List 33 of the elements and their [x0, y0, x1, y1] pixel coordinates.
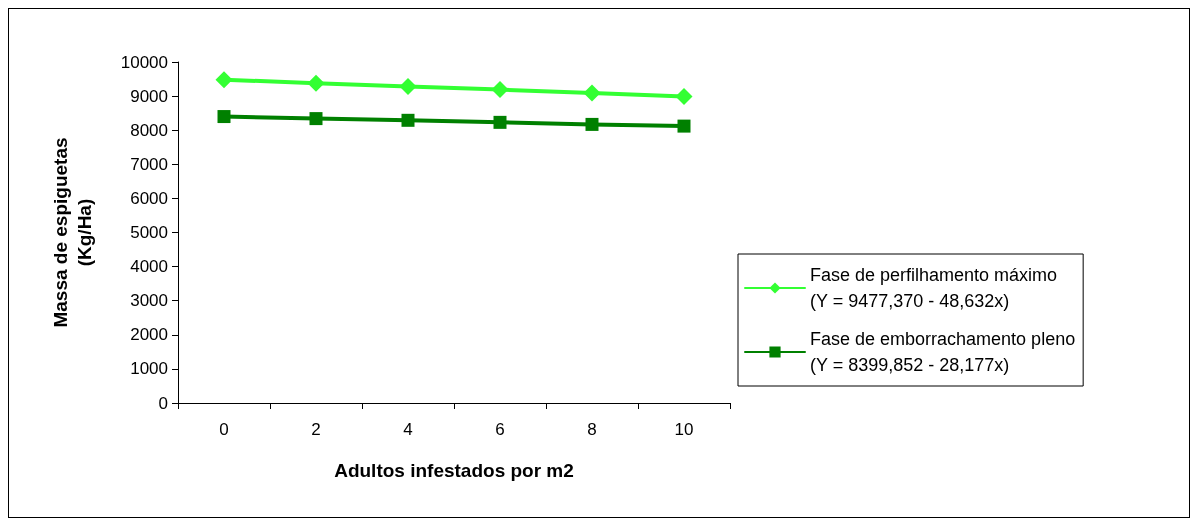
x-tick-label: 2: [311, 420, 321, 439]
x-tick-label: 6: [495, 420, 505, 439]
point: [399, 78, 417, 96]
legend-label: Fase de perfilhamento máximo (Y = 9477,370 - 48,632x): [810, 265, 1058, 311]
y-tick-label: 9000: [130, 86, 168, 106]
point: [585, 117, 599, 131]
point: [217, 110, 231, 124]
legend-label: Fase de emborrachamento pleno (Y = 8399,852 - 28,177x): [810, 329, 1076, 375]
x-tick-label: 10: [674, 420, 694, 439]
x-tick-label: 0: [219, 420, 229, 439]
y-tick-label: 6000: [130, 188, 168, 208]
point: [677, 119, 691, 133]
y-tick-label: 8000: [130, 120, 168, 140]
y-axis-title: Massa de espiguetas (Kg/Ha): [49, 137, 95, 328]
y-tick-label: 5000: [130, 223, 168, 242]
point: [309, 112, 323, 126]
x-tick-label: 4: [403, 420, 413, 439]
y-tick-label: 7000: [130, 154, 168, 174]
point: [675, 87, 693, 105]
point: [493, 115, 507, 129]
point: [583, 84, 601, 102]
y-tick-label: 2000: [130, 325, 168, 345]
point: [491, 81, 509, 99]
point: [401, 113, 415, 127]
x-axis-title: Adultos infestados por m2: [334, 460, 574, 481]
y-tick-label: 10000: [120, 52, 168, 72]
point: [307, 74, 325, 92]
y-tick-label: 3000: [130, 291, 168, 311]
point: [215, 71, 233, 89]
y-tick-label: 1000: [130, 359, 168, 379]
y-tick-label: 4000: [130, 257, 168, 277]
x-tick-label: 8: [587, 420, 597, 439]
y-tick-label: 0: [158, 393, 168, 413]
